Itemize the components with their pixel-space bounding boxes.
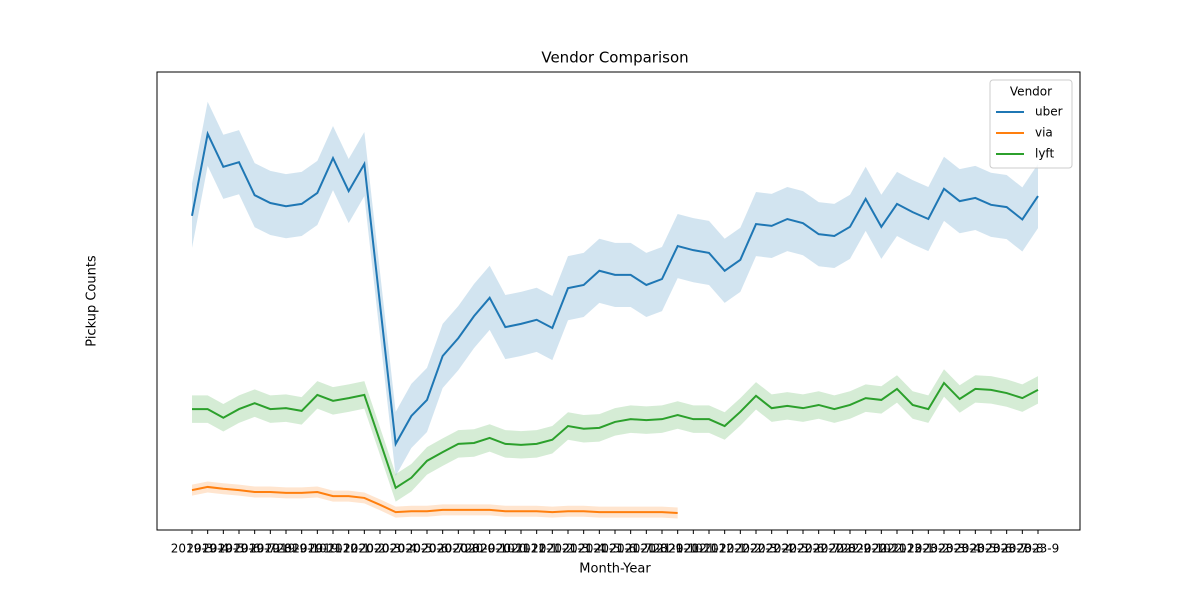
x-tick-label: 2021-5 [578,542,621,556]
x-tick-label: 2020-5 [390,542,433,556]
x-tick-label: 2021-9 [641,542,684,556]
legend-label: uber [1035,105,1063,119]
x-tick-label: 2020-12 [496,542,546,556]
x-tick-label: 2022-5 [766,542,809,556]
confidence-band [192,481,678,519]
y-axis-label: Pickup Counts [85,255,100,347]
x-tick-label: 2022-9 [829,542,872,556]
x-tick-label: 2020-7 [421,542,464,556]
x-tick-label: 2021-11 [668,542,718,556]
legend-label: lyft [1035,147,1054,161]
x-tick-label: 2019-8 [249,542,292,556]
x-tick-label: 2021-1 [515,542,558,556]
plot-frame [156,71,1081,531]
x-tick-label: 2020-8 [437,542,480,556]
x-tick-label: 2022-11 [856,542,906,556]
x-tick-label: 2022-12 [872,542,922,556]
x-axis-label: Month-Year [579,562,651,577]
x-tick-label: 2023-7 [985,542,1028,556]
x-tick-label: 2020-6 [406,542,449,556]
x-tick-label: 2022-4 [750,542,793,556]
x-tick-label: 2023-8 [1001,542,1044,556]
legend-box [989,79,1073,169]
legend-title: Vendor [1010,85,1052,99]
x-tick-label: 2019-12 [308,542,358,556]
x-tick-label: 2022-1 [703,542,746,556]
x-tick-label: 2019-5 [202,542,245,556]
series-line [191,130,1039,448]
legend: Vendor uber via lyft [989,79,1073,169]
x-tick-label: 2023-3 [923,542,966,556]
chart-title: Vendor Comparison [541,49,688,67]
x-tick-label: 2020-10 [465,542,515,556]
x-tick-label: 2021-2 [531,542,574,556]
plot [191,101,1039,519]
confidence-band [192,369,1038,502]
x-tick-label: 2023-1 [891,542,934,556]
x-tick-label: 2021-12 [684,542,734,556]
series-line [191,485,678,515]
x-tick-label: 2020-2 [343,542,386,556]
x-tick-label: 2021-10 [653,542,703,556]
x-tick-label: 2022-7 [797,542,840,556]
x-tick-label: 2022-3 [735,542,778,556]
x-tick-label: 2019-3 [171,542,214,556]
confidence-band [192,101,1038,476]
x-tick-label: 2022-10 [841,542,891,556]
x-tick-label: 2021-3 [547,542,590,556]
x-tick-label: 2023-2 [907,542,950,556]
legend-label: via [1035,126,1053,140]
x-tick-label: 2023-9 [1017,542,1060,556]
x-tick-label: 2019-11 [292,542,342,556]
x-tick-label: 2021-7 [609,542,652,556]
x-tick-label: 2019-9 [265,542,308,556]
x-tick-label: 2022-2 [719,542,762,556]
x-tick-label: 2020-11 [480,542,530,556]
x-tick-label: 2021-4 [562,542,605,556]
x-tick-label: 2020-9 [453,542,496,556]
x-tick-label: 2019-6 [218,542,261,556]
x-tick-label: 2021-6 [594,542,637,556]
x-tick-label: 2022-6 [782,542,825,556]
x-tick-label: 2023-4 [938,542,981,556]
series-line [192,381,1039,490]
x-tick-label: 2019-4 [186,542,229,556]
x-tick-label: 2019-10 [277,542,327,556]
x-tick-label: 2023-6 [970,542,1013,556]
x-tick-label: 2023-5 [954,542,997,556]
x-tick-label: 2020-4 [374,542,417,556]
x-tick-label: 2021-8 [625,542,668,556]
x-tick-label: 2020-3 [359,542,402,556]
x-tick-label: 2020-1 [327,542,370,556]
x-tick-label: 2019-7 [233,542,276,556]
x-tick-label: 2022-8 [813,542,856,556]
